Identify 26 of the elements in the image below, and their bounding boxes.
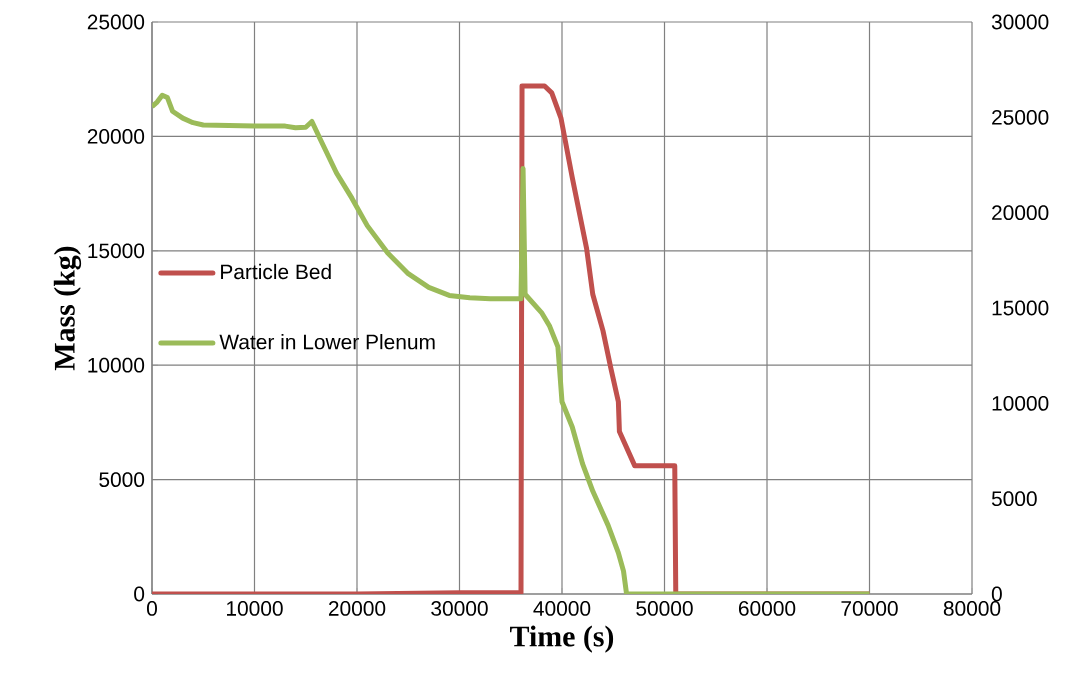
y-tick-label: 0 bbox=[134, 586, 145, 602]
x-tick-label: 10000 bbox=[227, 601, 283, 616]
y2-tick-label: 30000 bbox=[991, 14, 1049, 30]
y2-tick-label: 5000 bbox=[991, 491, 1037, 507]
x-tick-label: 60000 bbox=[738, 601, 796, 616]
y2-tick-label: 0 bbox=[991, 586, 1002, 602]
y-tick-label: 5000 bbox=[99, 472, 145, 488]
x-tick-label: 70000 bbox=[841, 601, 898, 616]
x-tick-label: 50000 bbox=[636, 601, 693, 616]
y-tick-label: 15000 bbox=[88, 243, 145, 259]
y2-tick-label: 10000 bbox=[992, 395, 1049, 411]
y2-tick-label: 25000 bbox=[992, 109, 1049, 125]
y2-tick-label: 15000 bbox=[992, 300, 1049, 316]
x-tick-label: 20000 bbox=[328, 601, 386, 616]
x-tick-label: 80000 bbox=[943, 601, 1001, 616]
x-axis-title: Time (s) bbox=[510, 625, 614, 653]
y2-tick-label: 20000 bbox=[992, 205, 1049, 221]
y-axis-title: Mass (kg) bbox=[53, 246, 82, 371]
y-tick-label: 25000 bbox=[87, 14, 145, 30]
y-tick-label: 20000 bbox=[87, 129, 145, 144]
y-tick-label: 10000 bbox=[88, 357, 145, 373]
x-tick-label: 30000 bbox=[431, 601, 488, 616]
x-tick-label: 0 bbox=[146, 601, 157, 616]
legend-label: Water in Lower Plenum bbox=[219, 333, 435, 350]
x-tick-label: 40000 bbox=[533, 601, 591, 616]
legend-label: Particle Bed bbox=[221, 263, 331, 280]
